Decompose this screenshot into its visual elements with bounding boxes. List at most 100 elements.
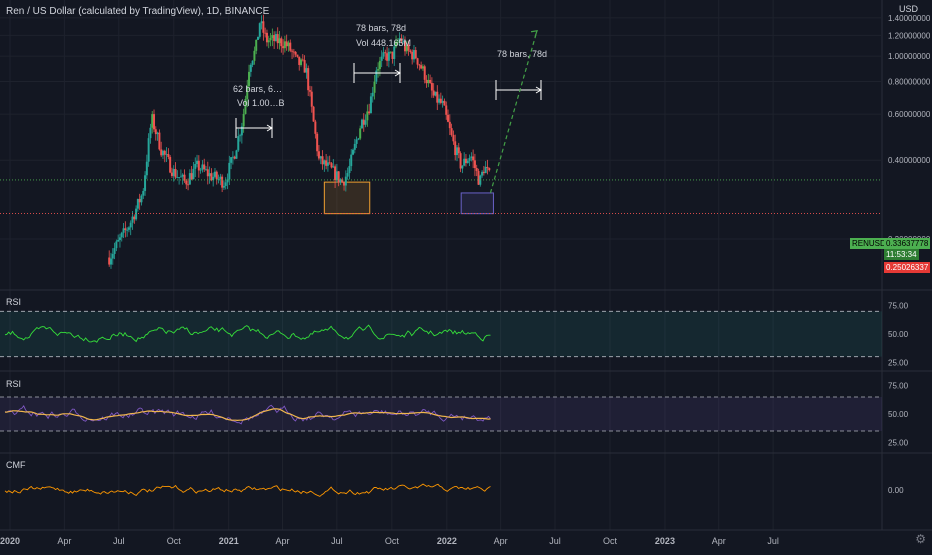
annotation-2-line1: 78 bars, 78d <box>356 23 407 33</box>
candle-6 <box>118 233 121 248</box>
last-price-tag: 0.33637778 <box>884 238 931 249</box>
candle-182 <box>434 91 437 97</box>
candle-97 <box>282 39 285 55</box>
candle-159 <box>393 41 396 66</box>
candle-193 <box>454 134 457 161</box>
candle-143 <box>364 114 367 128</box>
candle-29 <box>160 141 163 158</box>
candle-173 <box>418 63 421 71</box>
candle-137 <box>353 138 356 154</box>
candle-41 <box>181 173 184 185</box>
candle-154 <box>384 49 387 61</box>
candle-88 <box>265 29 268 47</box>
candle-81 <box>253 46 256 65</box>
osc1-tick-1: 50.00 <box>888 330 909 339</box>
candle-166 <box>405 40 408 54</box>
price-tick-3: 0.80000000 <box>888 77 931 86</box>
candle-55 <box>206 161 209 185</box>
candle-138 <box>355 136 358 148</box>
annotation-2-line2: Vol 448.165M <box>356 38 412 48</box>
candle-73 <box>239 133 242 142</box>
annotations <box>235 29 542 194</box>
candle-206 <box>477 168 480 185</box>
x-tick-5: Apr <box>275 536 289 546</box>
candle-43 <box>185 179 188 190</box>
candle-58 <box>212 172 215 187</box>
candle-86 <box>262 14 265 41</box>
candle-196 <box>459 151 462 173</box>
zone-1 <box>460 192 494 215</box>
price-tick-0: 1.40000000 <box>888 14 931 23</box>
candle-44 <box>187 178 190 191</box>
candle-124 <box>330 161 333 169</box>
price-tick-2: 1.00000000 <box>888 52 931 61</box>
candle-112 <box>308 85 311 97</box>
candle-80 <box>251 60 254 68</box>
osc1-tick-0: 75.00 <box>888 302 909 311</box>
candle-194 <box>455 144 458 162</box>
gear-icon[interactable]: ⚙ <box>915 532 926 546</box>
candle-60 <box>215 170 218 185</box>
candle-8 <box>122 222 125 239</box>
measure-arrow-2 <box>495 80 542 100</box>
candle-83 <box>256 36 259 40</box>
candle-18 <box>140 194 143 206</box>
candle-188 <box>445 101 448 120</box>
candle-127 <box>335 163 338 183</box>
candle-171 <box>414 46 417 60</box>
candle-38 <box>176 170 179 179</box>
axes: 1.40000000 1.20000000 1.00000000 0.80000000… <box>0 14 931 546</box>
candle-89 <box>267 35 270 49</box>
cmf-title: CMF <box>6 460 26 470</box>
x-tick-10: Jul <box>549 536 561 546</box>
candle-100 <box>287 40 290 52</box>
measure-arrow-1 <box>353 63 401 83</box>
candle-35 <box>170 167 173 178</box>
candle-68 <box>230 156 233 170</box>
candle-110 <box>305 63 308 79</box>
cmf-line <box>4 483 491 497</box>
candle-32 <box>165 147 168 162</box>
x-tick-8: 2022 <box>437 536 457 546</box>
candle-144 <box>366 104 369 127</box>
candle-211 <box>486 159 489 175</box>
candle-148 <box>373 75 376 100</box>
rsi-band-1 <box>0 311 882 357</box>
candle-20 <box>144 171 147 196</box>
candle-52 <box>201 160 204 173</box>
candle-156 <box>387 48 390 68</box>
candle-87 <box>264 27 267 38</box>
x-tick-9: Apr <box>494 536 508 546</box>
candle-90 <box>269 33 272 47</box>
candle-61 <box>217 174 220 184</box>
x-tick-4: 2021 <box>219 536 239 546</box>
candle-114 <box>312 105 315 122</box>
candle-51 <box>199 167 202 174</box>
countdown-tag: 11:53:34 <box>884 249 919 260</box>
x-tick-3: Oct <box>167 536 182 546</box>
candle-201 <box>468 154 471 166</box>
candle-103 <box>292 48 295 58</box>
candle-141 <box>360 118 363 129</box>
candle-79 <box>249 63 252 77</box>
candle-14 <box>133 214 136 224</box>
candle-9 <box>124 221 127 238</box>
rsi1-title: RSI <box>6 297 22 307</box>
candle-113 <box>310 86 313 113</box>
candle-118 <box>319 155 322 165</box>
candle-101 <box>289 39 292 53</box>
price-tick-4: 0.60000000 <box>888 110 931 119</box>
candle-30 <box>161 149 164 160</box>
candle-125 <box>332 159 335 168</box>
candle-108 <box>301 54 304 62</box>
zones <box>323 181 494 215</box>
grid <box>0 0 932 531</box>
candle-179 <box>429 74 432 84</box>
candle-75 <box>242 108 245 133</box>
candle-160 <box>395 35 398 49</box>
candle-197 <box>461 165 464 174</box>
candle-36 <box>172 165 175 182</box>
annotation-1-line2: Vol 1.00…B <box>237 98 285 108</box>
